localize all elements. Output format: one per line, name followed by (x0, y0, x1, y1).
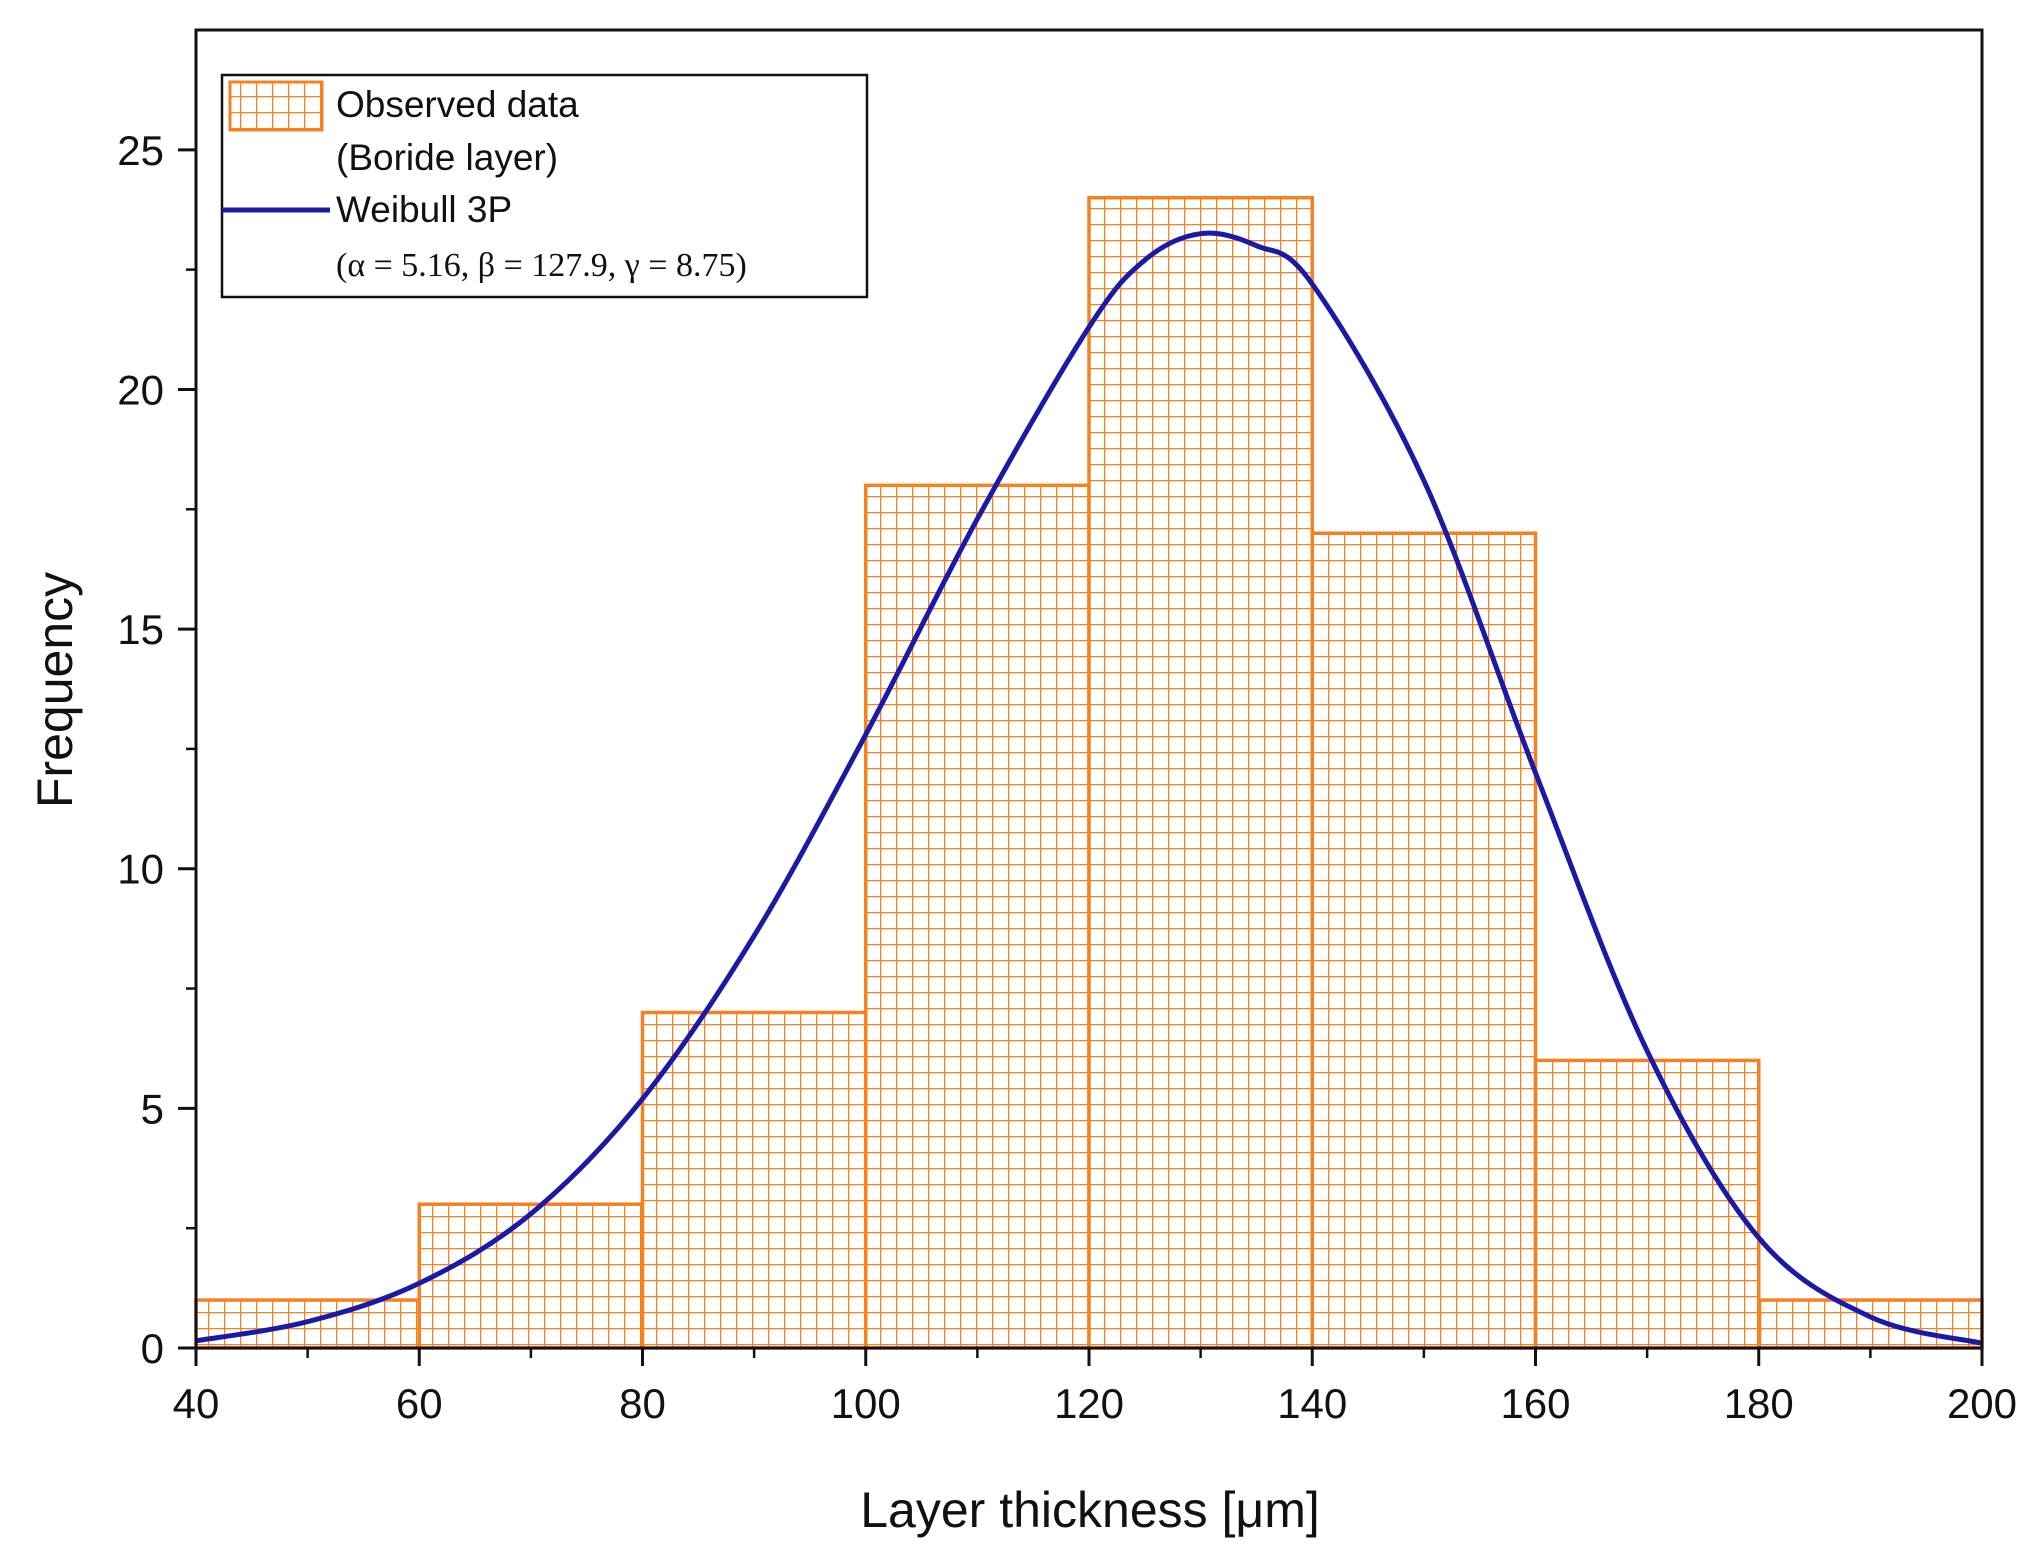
x-tick-label-120: 120 (1054, 1380, 1124, 1427)
legend-observed-sublabel: (Boride layer) (336, 137, 558, 178)
x-tick-label-160: 160 (1500, 1380, 1570, 1427)
legend-observed-swatch (228, 80, 324, 132)
histogram-bar-60-80 (417, 1202, 645, 1350)
weibull-3p-curve (195, 230, 1983, 1346)
x-tick-label-180: 180 (1724, 1380, 1794, 1427)
y-tick-label-25: 25 (117, 127, 164, 174)
legend-weibull-label: Weibull 3P (336, 189, 512, 230)
histogram-bar-180-200 (1757, 1298, 1984, 1350)
y-tick-label-5: 5 (141, 1085, 164, 1132)
histogram-bar-120-140 (1087, 195, 1314, 1350)
weibull-curve-layer (195, 230, 1983, 1346)
y-axis-title: Frequency (27, 572, 83, 808)
x-tick-label-40: 40 (173, 1380, 220, 1427)
y-tick-label-20: 20 (117, 366, 164, 413)
legend-weibull-params: (α = 5.16, β = 127.9, γ = 8.75) (336, 247, 747, 284)
histogram-bar-100-120 (864, 483, 1091, 1350)
legend: Observed data (Boride layer) Weibull 3P … (220, 73, 869, 299)
y-tick-label-10: 10 (117, 846, 164, 893)
x-tick-label-140: 140 (1277, 1380, 1347, 1427)
y-tick-label-0: 0 (141, 1325, 164, 1372)
x-tick-labels: 40 60 80 100 120 140 160 180 200 (173, 1380, 2017, 1427)
histogram-bars (194, 195, 1984, 1350)
histogram-bar-160-180 (1533, 1058, 1761, 1350)
x-tick-label-60: 60 (396, 1380, 443, 1427)
legend-observed-label: Observed data (336, 84, 579, 125)
y-tick-label-15: 15 (117, 606, 164, 653)
legend-box (220, 73, 869, 299)
histogram-bar-140-160 (1310, 531, 1538, 1350)
x-axis-title: Layer thickness [μm] (860, 1482, 1320, 1538)
y-tick-labels: 0 5 10 15 20 25 (117, 127, 164, 1372)
axis-ticks (178, 148, 1984, 1366)
x-tick-label-200: 200 (1947, 1380, 2017, 1427)
histogram-bar-80-100 (640, 1010, 868, 1350)
x-tick-label-100: 100 (831, 1380, 901, 1427)
x-tick-label-80: 80 (619, 1380, 666, 1427)
